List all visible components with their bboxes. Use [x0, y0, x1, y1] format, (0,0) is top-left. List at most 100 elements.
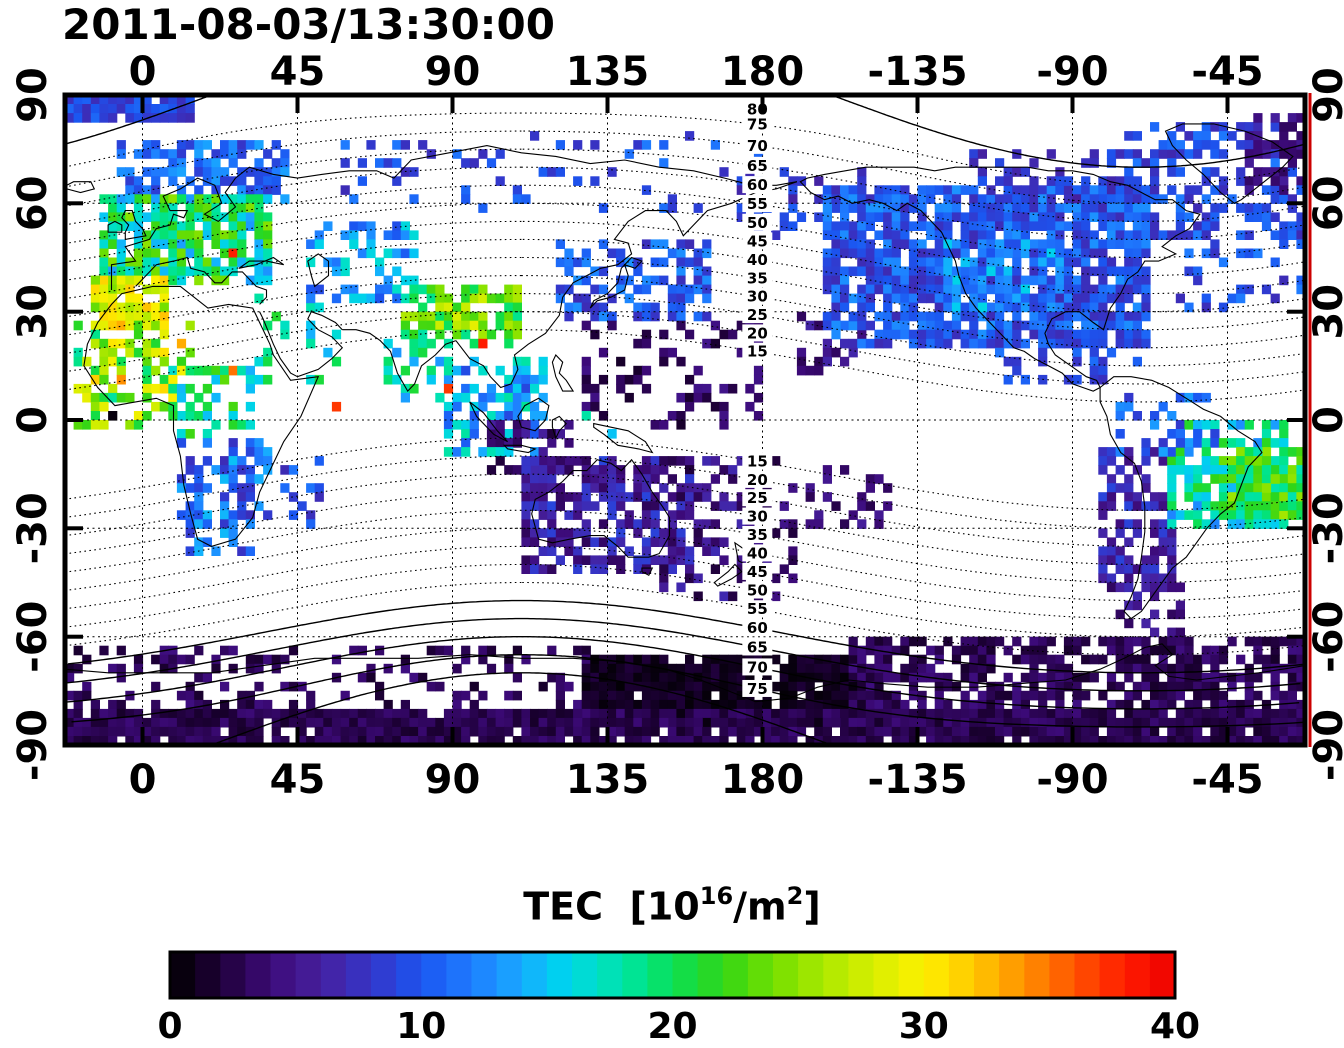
tec-cell: [685, 131, 695, 141]
tec-cell: [1279, 699, 1289, 710]
tec-cell: [1038, 347, 1048, 358]
tec-cell: [1029, 736, 1039, 745]
tec-cell: [1287, 113, 1297, 123]
tec-cell: [1029, 176, 1039, 186]
tec-cell: [280, 158, 290, 168]
tec-cell: [848, 736, 858, 745]
tec-cell: [521, 708, 531, 719]
tec-cell: [926, 257, 936, 268]
tec-cell: [151, 167, 161, 177]
tec-cell: [676, 726, 686, 737]
tec-cell: [1055, 311, 1065, 322]
tec-cell: [865, 338, 875, 349]
tec-cell: [1141, 564, 1151, 574]
tec-cell: [685, 736, 695, 745]
tec-cell: [857, 690, 867, 701]
tec-cell: [719, 699, 729, 710]
tec-cell: [1193, 185, 1203, 195]
tec-cell: [478, 365, 488, 376]
tec-cell: [788, 708, 798, 719]
tec-cell: [176, 392, 187, 403]
tec-cell: [573, 501, 583, 511]
tec-cell: [598, 347, 609, 358]
tec-cell: [986, 736, 996, 745]
tec-cell: [1296, 275, 1305, 286]
tec-cell: [633, 465, 643, 475]
tec-cell: [116, 645, 126, 656]
tec-cell: [452, 302, 462, 313]
tec-cell: [538, 736, 548, 745]
tec-cell: [1227, 465, 1237, 475]
tec-cell: [1210, 122, 1220, 132]
tec-cell: [995, 681, 1005, 692]
tec-cell: [1141, 185, 1151, 195]
tec-cell: [254, 194, 264, 204]
tec-cell: [650, 717, 660, 728]
tec-cell: [960, 248, 970, 259]
tec-cell: [710, 681, 720, 692]
tec-cell: [917, 185, 927, 195]
tec-cell: [237, 167, 247, 177]
tec-cell: [237, 717, 247, 728]
tec-cell: [951, 726, 962, 737]
tec-cell: [1253, 176, 1263, 186]
tec-cell: [848, 708, 858, 719]
tec-cell: [1270, 438, 1280, 448]
tec-cell: [590, 736, 600, 745]
tec-cell: [237, 492, 247, 502]
tec-cell: [228, 645, 238, 656]
tec-cell: [943, 699, 953, 710]
tec-cell: [392, 293, 402, 304]
tec-cell: [512, 302, 522, 313]
tec-cell: [306, 284, 316, 295]
tec-cell: [693, 275, 703, 286]
tec-cell: [814, 519, 824, 529]
tec-cell: [581, 708, 591, 719]
tec-cell: [1287, 672, 1297, 683]
contour-label-bg: [742, 544, 773, 562]
tec-cell: [788, 663, 798, 674]
tec-cell: [633, 726, 643, 737]
tec-cell: [142, 284, 152, 295]
tec-cell: [151, 383, 161, 394]
tec-cell: [874, 338, 884, 349]
tec-cell: [1089, 717, 1099, 728]
tec-cell: [1046, 320, 1056, 331]
tec-cell: [926, 194, 936, 204]
tec-cell: [521, 420, 531, 430]
tec-cell: [151, 194, 161, 204]
tec-cell: [908, 221, 919, 231]
tec-cell: [779, 663, 789, 674]
tec-cell: [822, 356, 832, 367]
tec-cell: [1279, 726, 1289, 737]
tec-cell: [1227, 726, 1237, 737]
tec-cell: [659, 681, 669, 692]
tec-cell: [176, 483, 187, 493]
tec-cell: [202, 140, 212, 150]
tec-cell: [357, 672, 367, 683]
tec-cell: [469, 293, 479, 304]
tec-cell: [1261, 140, 1272, 150]
tec-cell: [228, 230, 238, 240]
tec-cell: [650, 465, 660, 475]
tec-cell: [194, 708, 204, 719]
tec-cell: [1279, 438, 1289, 448]
tec-cell: [969, 329, 979, 340]
tec-cell: [1167, 627, 1177, 638]
tec-cell: [1046, 221, 1056, 231]
tec-cell: [1098, 257, 1108, 268]
tec-cell: [478, 392, 488, 403]
tec-cell: [969, 221, 979, 231]
tec-cell: [530, 528, 540, 538]
tec-cell: [314, 230, 324, 240]
tec-cell: [1167, 429, 1177, 439]
tec-cell: [1184, 149, 1194, 159]
tec-cell: [194, 149, 204, 159]
tec-cell: [831, 275, 841, 286]
tec-cell: [934, 329, 944, 340]
tec-cell: [995, 699, 1005, 710]
tec-cell: [323, 708, 333, 719]
tec-cell: [1098, 185, 1108, 195]
tec-cell: [116, 311, 126, 322]
tec-cell: [82, 95, 92, 105]
